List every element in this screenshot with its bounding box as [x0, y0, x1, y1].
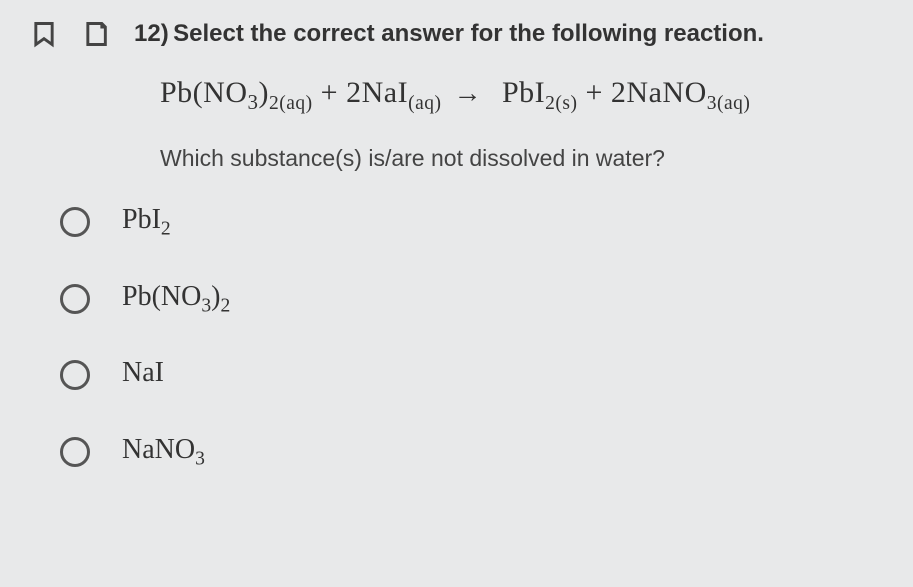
radio-icon[interactable] — [60, 360, 90, 390]
bookmark-icon[interactable] — [30, 20, 58, 48]
option-a[interactable]: PbI2 — [60, 204, 883, 241]
note-icon[interactable] — [82, 20, 110, 48]
reaction-equation: Pb(NO3)2(aq) + 2NaI(aq) → PbI2(s) + 2NaN… — [160, 76, 883, 115]
radio-icon[interactable] — [60, 437, 90, 467]
options-list: PbI2 Pb(NO3)2 NaI NaNO3 — [60, 204, 883, 470]
option-label: NaNO3 — [122, 434, 205, 471]
option-d[interactable]: NaNO3 — [60, 434, 883, 471]
question-number: 12) — [134, 20, 169, 47]
option-b[interactable]: Pb(NO3)2 — [60, 281, 883, 318]
option-label: NaI — [122, 357, 164, 394]
question-subprompt: Which substance(s) is/are not dissolved … — [160, 145, 883, 172]
radio-icon[interactable] — [60, 207, 90, 237]
option-c[interactable]: NaI — [60, 357, 883, 394]
question-header: 12) Select the correct answer for the fo… — [134, 20, 764, 48]
radio-icon[interactable] — [60, 284, 90, 314]
question-prompt: Select the correct answer for the follow… — [173, 20, 764, 47]
option-label: Pb(NO3)2 — [122, 281, 230, 318]
option-label: PbI2 — [122, 204, 171, 241]
